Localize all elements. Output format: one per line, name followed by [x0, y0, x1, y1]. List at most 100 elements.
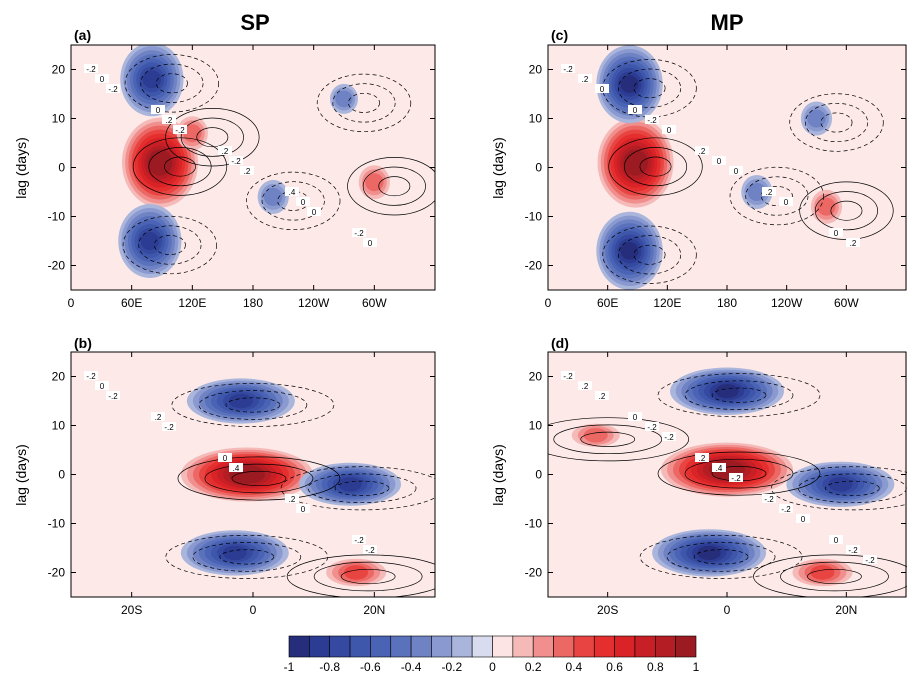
field-d — [571, 367, 895, 587]
contour-label-bg — [846, 238, 860, 247]
contour-label: 0 — [734, 167, 739, 176]
contour-line — [789, 93, 884, 152]
contour-label: -.2 — [231, 157, 241, 166]
colorbar-tick-label: -0.6 — [360, 660, 381, 674]
contour-line — [219, 549, 275, 565]
contour-label-bg — [84, 64, 98, 73]
y-tick-label: 0 — [58, 161, 65, 175]
contour-label-bg — [695, 146, 709, 155]
colorbar-tick-label: -0.4 — [401, 660, 422, 674]
contour-label-bg — [662, 125, 676, 134]
ylabel-b: lag (days) — [13, 444, 29, 505]
contour-label-bg — [363, 545, 377, 554]
contours-a: -.20.2.4-.20.2-.200-.2-.2.20 — [84, 54, 435, 275]
contour-label-bg — [352, 228, 366, 237]
contour-line — [307, 473, 417, 504]
ticks-c: 0 60E 120E 180 120W 60W -20 -10 0 10 20 — [525, 45, 906, 310]
contour-line — [378, 176, 411, 197]
anomaly-blob — [786, 461, 895, 507]
contour-line — [348, 92, 380, 113]
colorbar-tick-label: 0 — [489, 660, 496, 674]
contour-label: 0 — [633, 413, 638, 422]
contour-label-bg — [307, 207, 321, 216]
ylabel-d: lag (days) — [490, 444, 506, 505]
anomaly-blob — [186, 378, 295, 424]
contour-label-bg — [162, 422, 176, 431]
panel-b: (b) -.2.20.2-.20-.2.40-.2-.2 20S 0 20N-20-… — [13, 335, 436, 617]
contour-label: 0 — [717, 157, 722, 166]
contour-line — [580, 431, 636, 447]
positive-anomaly-level — [583, 428, 608, 443]
contour-label: -.2 — [354, 536, 364, 545]
y-tick-label: -20 — [48, 259, 66, 273]
negative-anomaly-level — [828, 477, 853, 492]
contour-label: -.2 — [647, 423, 657, 432]
contour-label-bg — [352, 535, 366, 544]
contour-label-bg — [645, 422, 659, 431]
anomaly-blob — [670, 367, 784, 415]
positive-anomaly-level — [810, 565, 835, 580]
contours-d: -.2 0 .2 -.2 0 .2 -.2 .4 -.2 -.2 .2 -.2 -.2 0 -.2 — [548, 371, 907, 597]
contour-label-bg — [779, 197, 793, 206]
colorbar-swatch — [329, 635, 351, 658]
contour-line — [132, 137, 228, 196]
contour-label: -.2 — [764, 495, 774, 504]
anomaly-blob — [299, 462, 402, 506]
contour-label-bg — [296, 197, 310, 206]
contour-label: -.2 — [865, 556, 875, 565]
contour-label: -.2 — [108, 392, 118, 401]
contour-label: 0 — [312, 208, 317, 217]
x-tick-label: 60W — [834, 296, 859, 310]
contour-line — [280, 466, 435, 511]
colorbar-swatch — [532, 635, 554, 658]
contour-label: .2 — [599, 392, 606, 401]
y-tick-label: 20 — [52, 370, 66, 384]
field-a — [118, 45, 390, 278]
contour-label-bg — [712, 463, 726, 472]
contour-line — [286, 554, 435, 597]
contour-line — [684, 380, 794, 410]
positive-anomaly-level — [344, 565, 369, 580]
negative-anomaly-level — [335, 90, 353, 108]
colorbar-tick-label: -0.8 — [319, 660, 340, 674]
anomaly-blob — [596, 211, 663, 290]
x-tick-label: 180 — [717, 296, 737, 310]
contour-line — [155, 73, 188, 94]
contour-label: -.2 — [86, 372, 96, 381]
panel-label-d: (d) — [551, 335, 569, 351]
colorbar-swatch — [654, 635, 676, 658]
contour-label: -.2 — [354, 229, 364, 238]
negative-anomaly-level — [747, 183, 767, 201]
contour-label: -.2 — [848, 546, 858, 555]
negative-anomaly-level — [140, 232, 160, 250]
x-tick-label: 120W — [298, 296, 330, 310]
contour-label-bg — [240, 166, 254, 175]
y-tick-label: -10 — [525, 517, 543, 531]
contour-line — [771, 466, 907, 511]
colorbar-tick-label: -1 — [284, 660, 295, 674]
contour-line — [165, 108, 260, 167]
contour-label: 0 — [667, 126, 672, 135]
colorbar-tick-label: 0.6 — [606, 660, 623, 674]
negative-anomaly-level — [142, 70, 162, 89]
contour-label-bg — [796, 514, 810, 523]
colorbar: -1 -0.8 -0.6 -0.4 -0.2 0 0.2 0.4 0.6 0.8 1 — [284, 635, 700, 674]
contour-line — [192, 542, 302, 572]
negative-anomaly-level — [264, 187, 283, 206]
colorbar-swatch — [390, 635, 412, 658]
panel-a: (a) -.20.2.4-.20.2-.200-.2-.2.20 0 60E 120… — [13, 27, 436, 310]
contour-label-bg — [106, 84, 120, 93]
colorbar-tick-label: 0.4 — [566, 660, 583, 674]
x-tick-label: 20N — [363, 603, 385, 617]
x-tick-label: 20S — [597, 603, 618, 617]
contour-label: -.2 — [365, 546, 375, 555]
colorbar-swatch — [370, 635, 392, 658]
contour-label-bg — [712, 156, 726, 165]
contour-line — [316, 73, 412, 133]
y-tick-label: -20 — [525, 566, 543, 580]
contour-line — [807, 568, 862, 585]
contour-label: -.2 — [164, 423, 174, 432]
negative-anomaly-level — [715, 384, 739, 399]
ticks-b: 20S 0 20N -20 -10 0 10 20 — [48, 352, 435, 617]
contour-line — [153, 235, 186, 255]
